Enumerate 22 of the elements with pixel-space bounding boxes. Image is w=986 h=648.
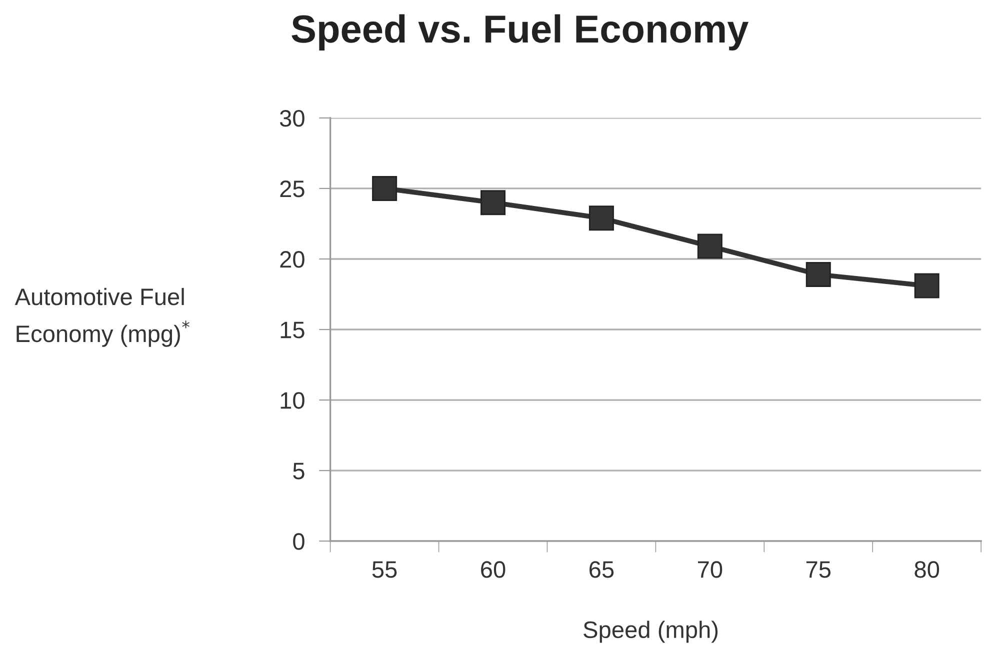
chart-title: Speed vs. Fuel Economy (292, 14, 749, 51)
y-tick-label: 20 (280, 251, 304, 268)
y-tick-label: 30 (280, 110, 304, 127)
y-tick-label: 25 (280, 180, 304, 198)
point (588, 206, 614, 231)
x-tick-label: 80 (914, 561, 940, 578)
y-tick-label: 5 (293, 462, 304, 480)
x-tick-label: 60 (481, 561, 506, 578)
x-tick-label: 55 (372, 561, 397, 578)
point (914, 273, 940, 298)
x-tick-label: 75 (806, 561, 831, 578)
x-axis-title: Speed (mph) (584, 620, 718, 643)
point (697, 234, 722, 259)
point (372, 176, 398, 201)
y-tick-label: 15 (280, 322, 304, 338)
y-tick-label: 10 (280, 392, 304, 409)
point (480, 190, 506, 216)
point (806, 262, 831, 287)
x-tick-label: 70 (698, 561, 722, 578)
x-tick-label: 65 (590, 561, 614, 578)
y-axis-title: Automotive Fuel Economy (mpg)$^{*}$ (14, 288, 190, 347)
y-tick-label: 0 (293, 533, 304, 550)
